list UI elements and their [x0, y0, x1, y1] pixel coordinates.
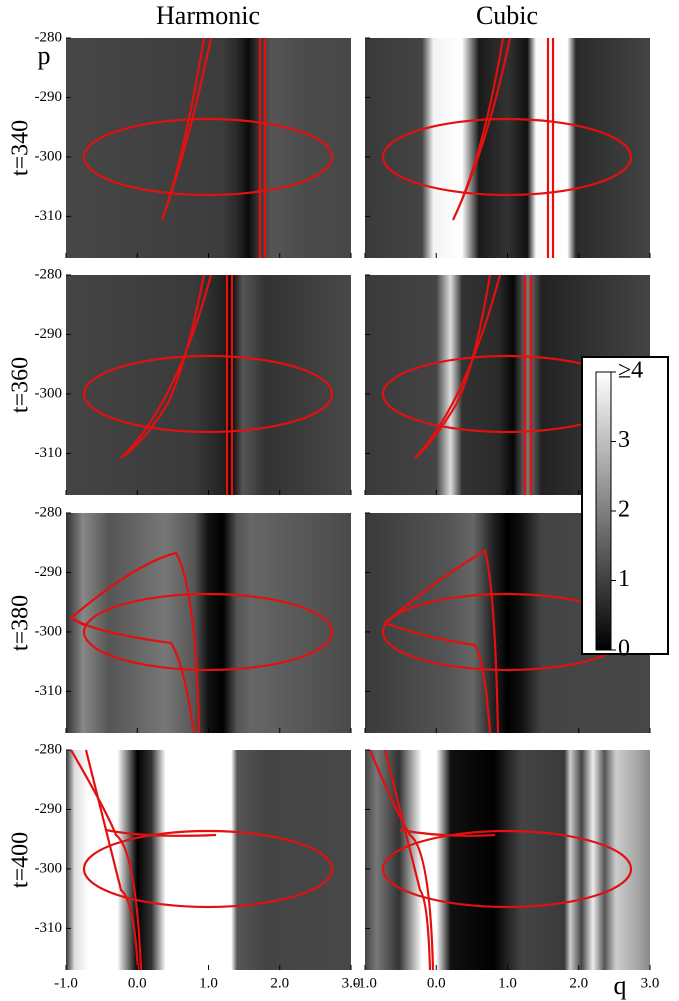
y-tick-label: -290 — [35, 564, 63, 580]
panel — [365, 38, 650, 258]
row-label: t=400 — [8, 832, 34, 888]
colorbar-label: ≥4 — [618, 358, 643, 384]
y-tick-label: -310 — [35, 683, 63, 699]
y-tick-label: -310 — [35, 920, 63, 936]
y-tick-label: -280 — [35, 504, 63, 520]
colorbar-label: 0 — [618, 636, 630, 662]
heatmap — [66, 275, 351, 495]
y-tick-label: -310 — [35, 445, 63, 461]
panel — [66, 750, 351, 970]
row-label: t=340 — [8, 120, 34, 176]
y-tick-label: -300 — [35, 623, 63, 639]
x-axis-label: q — [614, 971, 627, 1000]
panel — [66, 38, 351, 258]
row-label: t=380 — [8, 595, 34, 651]
y-tick-label: -290 — [35, 801, 63, 817]
y-tick-label: -280 — [35, 741, 63, 757]
figure: Harmonic Cubic p q t=340-280-290-300-310… — [0, 0, 679, 1001]
panel — [66, 275, 351, 495]
x-tick-label: 2.0 — [569, 975, 588, 991]
column-title: Cubic — [476, 1, 538, 30]
y-tick-label: -300 — [35, 385, 63, 401]
y-tick-label: -300 — [35, 148, 63, 164]
x-tick-label: -1.0 — [54, 975, 78, 991]
x-tick-label: 2.0 — [270, 975, 289, 991]
x-tick-label: 1.0 — [498, 975, 517, 991]
y-tick-label: -280 — [35, 266, 63, 282]
heatmap — [365, 750, 650, 970]
column-title: Harmonic — [156, 1, 260, 30]
colorbar-label: 2 — [618, 497, 630, 523]
heatmap — [365, 38, 650, 258]
y-tick-label: -290 — [35, 326, 63, 342]
panel — [365, 750, 650, 970]
x-tick-label: 0.0 — [128, 975, 147, 991]
heatmap — [66, 38, 351, 258]
x-tick-label: -1.0 — [353, 975, 377, 991]
panel — [66, 513, 351, 733]
colorbar — [596, 372, 611, 650]
row-label: t=360 — [8, 357, 34, 413]
y-tick-label: -280 — [35, 29, 63, 45]
y-tick-label: -300 — [35, 860, 63, 876]
heatmap — [66, 513, 351, 733]
x-tick-label: 0.0 — [427, 975, 446, 991]
x-tick-label: 1.0 — [199, 975, 218, 991]
y-tick-label: -290 — [35, 89, 63, 105]
y-tick-label: -310 — [35, 208, 63, 224]
heatmap — [66, 750, 351, 970]
colorbar-label: 3 — [618, 427, 630, 453]
x-tick-label: 3.0 — [641, 975, 660, 991]
colorbar-label: 1 — [618, 566, 630, 592]
